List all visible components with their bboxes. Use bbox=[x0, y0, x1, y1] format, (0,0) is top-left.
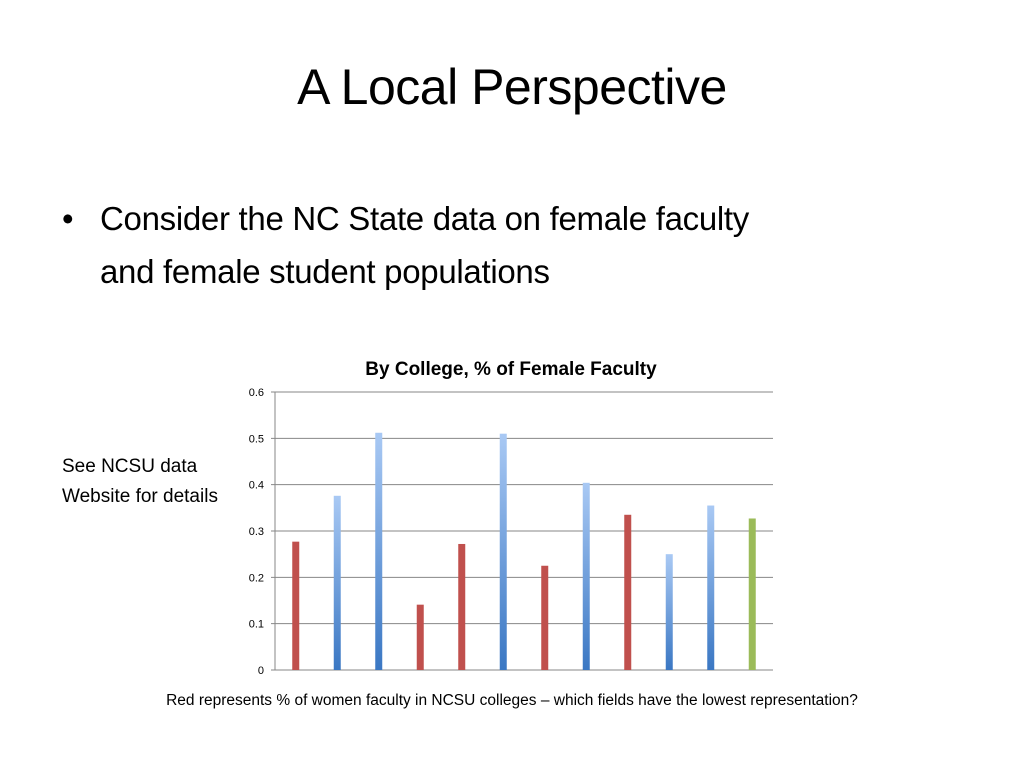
bar-chart: By College, % of Female Faculty 00.10.20… bbox=[249, 359, 773, 677]
bullet-list: • Consider the NC State data on female f… bbox=[52, 192, 952, 298]
y-tick-label: 0.2 bbox=[249, 572, 264, 584]
side-note-line-1: See NCSU data bbox=[62, 456, 198, 477]
chart-bar-blue bbox=[333, 495, 341, 670]
chart-bar-red bbox=[541, 565, 549, 670]
chart-bar-red bbox=[458, 543, 466, 670]
chart-bar-blue bbox=[499, 433, 507, 670]
chart-bar-red bbox=[624, 514, 632, 670]
chart-caption: Red represents % of women faculty in NCS… bbox=[166, 692, 858, 709]
side-note-line-2: Website for details bbox=[62, 486, 218, 507]
bullet-marker: • bbox=[62, 200, 74, 237]
y-tick-label: 0 bbox=[258, 665, 264, 677]
y-tick-label: 0.4 bbox=[249, 480, 264, 492]
chart-title: By College, % of Female Faculty bbox=[365, 359, 657, 380]
y-tick-label: 0.6 bbox=[249, 387, 264, 399]
chart-bar-red bbox=[416, 604, 424, 670]
y-tick-label: 0.1 bbox=[249, 619, 264, 631]
y-tick-label: 0.5 bbox=[249, 433, 264, 445]
chart-bars bbox=[292, 432, 756, 670]
chart-bar-blue bbox=[707, 505, 715, 670]
bullet-item: • Consider the NC State data on female f… bbox=[52, 192, 952, 298]
chart-gridlines bbox=[271, 391, 773, 671]
side-note: See NCSU data Website for details bbox=[62, 452, 218, 512]
chart-y-axis-ticks: 0 0.1 0.2 0.3 0.4 0.5 0.6 bbox=[249, 387, 264, 677]
chart-bar-blue bbox=[582, 482, 590, 670]
chart-bar-red bbox=[292, 541, 300, 670]
chart-bar-blue bbox=[665, 554, 673, 670]
slide-title: A Local Perspective bbox=[297, 59, 727, 115]
y-tick-label: 0.3 bbox=[249, 526, 264, 538]
bullet-text-line-1: Consider the NC State data on female fac… bbox=[100, 200, 749, 237]
chart-bar-green bbox=[748, 518, 756, 670]
bullet-text-line-2: and female student populations bbox=[100, 253, 550, 290]
chart-bar-blue bbox=[375, 432, 383, 670]
